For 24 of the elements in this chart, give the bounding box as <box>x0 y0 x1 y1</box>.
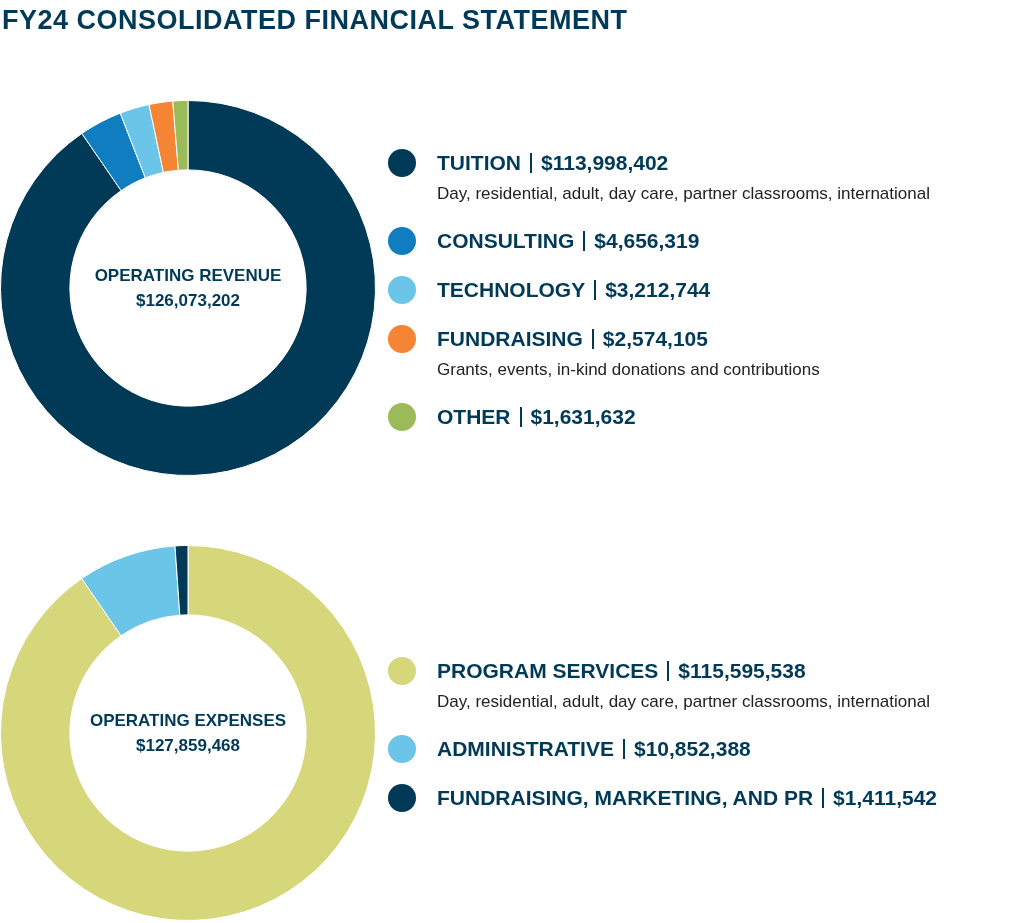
text: OPERATING EXPENSES <box>89 710 287 732</box>
data-label: $115,595,538 <box>678 659 806 682</box>
text: OPERATING REVENUE <box>94 265 282 287</box>
legend-label: ADMINISTRATIVE <box>437 737 614 760</box>
text: $126,073,202 <box>136 290 240 312</box>
data-label: $3,212,744 <box>605 277 711 301</box>
text: Day, residential, adult, day care, partner classrooms, international <box>437 183 930 203</box>
data-label: $1,411,542 <box>833 786 938 809</box>
legend-label: TECHNOLOGY <box>437 277 586 301</box>
text: Day, residential, adult, day care, partner classrooms, international <box>437 692 930 711</box>
data-label: $2,574,105 <box>602 326 708 350</box>
legend-label: CONSULTING <box>437 228 575 252</box>
legend-label: OTHER <box>437 404 511 428</box>
legend-label: FUNDRAISING, MARKETING, AND PR <box>437 786 814 809</box>
legend-label: FUNDRAISING <box>437 326 583 350</box>
legend-label: TUITION <box>437 150 521 174</box>
chart-title: FY24 CONSOLIDATED FINANCIAL STATEMENT <box>2 4 628 37</box>
legend-label: PROGRAM SERVICES <box>437 659 659 682</box>
data-label: $113,998,402 <box>541 150 669 174</box>
data-label: $10,852,388 <box>633 737 751 760</box>
text: Grants, events, in-kind donations and contributions <box>437 359 820 379</box>
text: $127,859,468 <box>136 735 240 757</box>
data-label: $4,656,319 <box>594 228 700 252</box>
data-label: $1,631,632 <box>530 404 636 428</box>
